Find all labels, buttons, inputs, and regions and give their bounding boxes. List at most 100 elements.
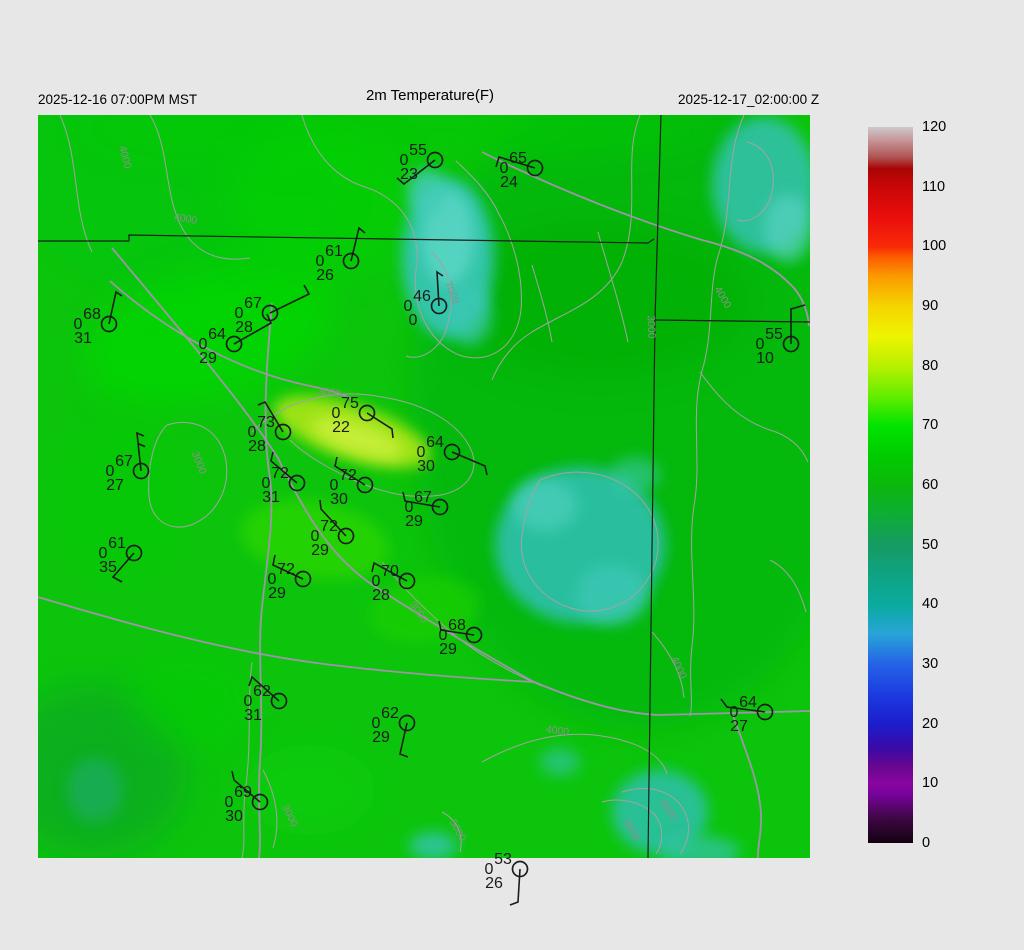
page-title: 2m Temperature(F) xyxy=(365,87,495,104)
station-mid-label: 0 xyxy=(500,160,509,177)
station-dewpoint-label: 30 xyxy=(225,808,243,825)
station-mid-label: 0 xyxy=(330,477,339,494)
station-temperature-label: 62 xyxy=(381,705,399,722)
elevation-label: 4000 xyxy=(173,211,198,227)
station-circle xyxy=(782,335,800,353)
colorbar-ticks: 0 10 20 30 40 50 60 70 80 90 100 110 120 xyxy=(922,119,982,851)
colorbar-tick-label: 50 xyxy=(922,536,939,553)
wind-barb xyxy=(402,491,441,508)
temp-field-patch xyxy=(245,745,375,835)
station-dewpoint-label: 28 xyxy=(372,587,390,604)
county-borders xyxy=(38,115,810,858)
wind-barb xyxy=(371,561,408,582)
wind-barb xyxy=(272,554,304,580)
station-temperature-label: 73 xyxy=(257,414,275,431)
station-mid-label: 0 xyxy=(225,794,234,811)
wind-barb xyxy=(136,431,145,472)
temp-field-patch xyxy=(407,168,447,216)
contour-line xyxy=(149,115,251,260)
wind-barb xyxy=(270,451,298,484)
station-mid-label: 0 xyxy=(756,336,765,353)
wind-barb xyxy=(111,552,135,583)
station-temperature-label: 46 xyxy=(413,288,431,305)
station-temperature-label: 64 xyxy=(426,434,444,451)
contour-line xyxy=(601,799,663,855)
station-mid-label: 0 xyxy=(99,545,108,562)
station-mid-label: 0 xyxy=(262,475,271,492)
station-circle xyxy=(465,626,483,644)
station-temperature-label: 64 xyxy=(208,326,226,343)
wind-barb xyxy=(451,451,488,476)
station-mid-label: 0 xyxy=(417,444,426,461)
colorbar-tick-label: 60 xyxy=(922,477,939,493)
station-temperature-label: 55 xyxy=(765,326,783,343)
station-temperature-label: 61 xyxy=(325,243,343,260)
contour-line xyxy=(441,811,462,853)
wind-barb xyxy=(495,155,536,169)
station-mid-label: 0 xyxy=(372,715,381,732)
station-temperature-label: 70 xyxy=(381,563,399,580)
wind-barb xyxy=(399,722,409,758)
road-line xyxy=(111,247,810,716)
temp-field-patch xyxy=(448,285,492,345)
station-dewpoint-label: 10 xyxy=(756,350,774,367)
station-dewpoint-label: 28 xyxy=(248,438,266,455)
station-temperature-label: 75 xyxy=(341,395,359,412)
wind-barb xyxy=(257,400,284,433)
station-temperature-label: 72 xyxy=(277,561,295,578)
station-mid-label: 0 xyxy=(332,405,341,422)
temp-field-patch xyxy=(540,748,580,776)
border-line xyxy=(38,234,655,244)
wind-barb-flick xyxy=(137,442,146,448)
station-circle xyxy=(125,544,143,562)
station-dewpoint-label: 29 xyxy=(268,585,286,602)
wind-barb xyxy=(436,270,444,307)
contour-line xyxy=(301,115,522,359)
station-temperature-label: 62 xyxy=(253,683,271,700)
station-mid-label: 0 xyxy=(730,704,739,721)
road-line xyxy=(109,280,353,400)
station-dewpoint-label: 31 xyxy=(74,330,92,347)
temp-field-patch xyxy=(225,130,415,280)
station-plots: 5502365024680316702864029610264600730287… xyxy=(74,142,806,906)
station-circle xyxy=(431,498,449,516)
elevation-label: 3000 xyxy=(645,315,658,339)
station-mid-label: 0 xyxy=(405,499,414,516)
temp-field-patch xyxy=(513,479,577,531)
contour-line xyxy=(148,421,228,528)
station-dewpoint-label: 27 xyxy=(106,477,124,494)
station-dewpoint-label: 30 xyxy=(330,491,348,508)
road-line xyxy=(481,151,810,327)
station-dewpoint-label: 31 xyxy=(244,707,262,724)
contour-line xyxy=(597,231,629,343)
elevation-label: 3000 xyxy=(317,385,342,400)
colorbar-tick-label: 110 xyxy=(922,178,946,195)
colorbar-gradient xyxy=(868,127,913,843)
station-temperature-label: 67 xyxy=(244,295,262,312)
temp-field-patch xyxy=(370,577,480,643)
station-circle xyxy=(511,860,529,878)
contour-line xyxy=(241,661,253,858)
colorbar-tick-label: 40 xyxy=(922,596,939,613)
contour-line xyxy=(520,471,659,612)
station-dewpoint-label: 29 xyxy=(405,513,423,530)
station-dewpoint-label: 26 xyxy=(485,875,503,892)
wind-barb xyxy=(233,313,273,345)
contour-line xyxy=(531,264,553,343)
contour-line xyxy=(736,141,774,222)
temp-field-patch xyxy=(60,420,180,580)
station-mid-label: 0 xyxy=(400,152,409,169)
temp-field-patch xyxy=(660,836,740,858)
